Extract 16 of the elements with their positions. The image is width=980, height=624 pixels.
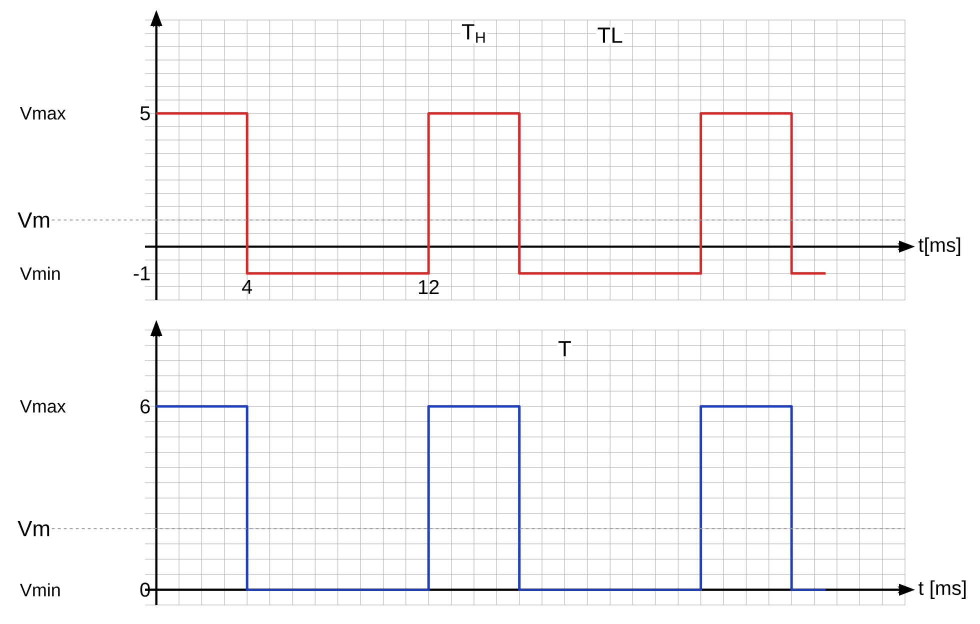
- x-axis-title: t[ms]: [918, 237, 960, 256]
- y-tick-label: 5: [140, 106, 150, 120]
- text: Vmin: [20, 266, 60, 280]
- x-axis-title: t [ms]: [918, 580, 966, 600]
- text: Vmax: [20, 400, 66, 413]
- ref-line-label: Vm: [18, 521, 50, 536]
- y-tick-label: 6: [140, 399, 150, 414]
- annotation: T: [558, 341, 571, 356]
- text: Vmax: [20, 107, 66, 120]
- x-tick-label: 12: [418, 280, 439, 294]
- y-tick-label: -1: [134, 266, 150, 280]
- annotation: T$_{H}$: [462, 24, 485, 43]
- text: Vmin: [20, 583, 60, 596]
- annotation: TL: [598, 28, 622, 43]
- ref-line-label: Vm: [18, 212, 50, 228]
- x-tick-label: 4: [242, 280, 252, 294]
